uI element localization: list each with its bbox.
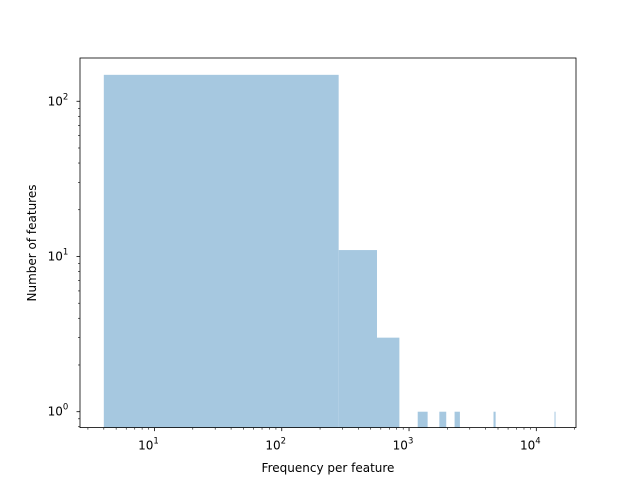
- y-tick-label: 100: [48, 403, 69, 419]
- x-tick-label: 103: [393, 437, 414, 453]
- histogram-bar: [439, 411, 447, 428]
- y-tick-label: 101: [48, 247, 69, 263]
- histogram-bar: [454, 411, 460, 428]
- y-axis-label: Number of features: [25, 185, 39, 302]
- x-tick-label: 104: [520, 437, 541, 453]
- bars-group: [103, 74, 556, 428]
- histogram-bar: [376, 337, 400, 428]
- x-tick-label: 101: [138, 437, 159, 453]
- y-axis-ticks: 100 101 102: [48, 92, 80, 428]
- y-tick-label: 102: [48, 92, 69, 108]
- histogram-bar: [103, 74, 339, 428]
- histogram-bar: [554, 411, 556, 428]
- x-axis-label: Frequency per feature: [262, 461, 395, 475]
- histogram-bar: [417, 411, 428, 428]
- x-tick-label: 102: [265, 437, 286, 453]
- histogram-bar: [338, 250, 377, 428]
- histogram-bar: [493, 411, 496, 428]
- plot-frame: [79, 57, 577, 429]
